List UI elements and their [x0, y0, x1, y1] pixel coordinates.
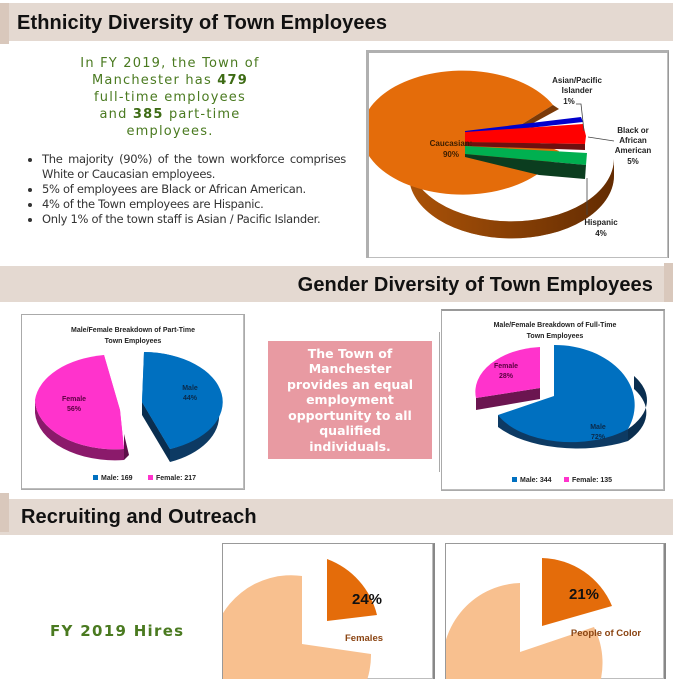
full-time-gender-chart: Male/Female Breakdown of Full-Time Town … — [441, 309, 665, 491]
caucasian-value: 90% — [443, 150, 459, 159]
females-label: Females — [345, 633, 383, 644]
black-slice — [465, 124, 586, 144]
female-value: 56% — [67, 406, 82, 413]
chart-title-line-1: Male/Female Breakdown of Full-Time — [494, 322, 617, 329]
asian-label-2: Islander — [562, 86, 593, 95]
people-of-color-label: People of Color — [571, 628, 642, 639]
chart-title-line-2: Town Employees — [105, 338, 162, 345]
hispanic-slice — [465, 146, 587, 165]
fy2019-hires-label: FY 2019 Hires — [50, 622, 185, 640]
recruiting-section-title: Recruiting and Outreach — [21, 506, 257, 528]
black-label-2: African — [619, 136, 647, 145]
intro-text: part-time — [163, 107, 241, 122]
gender-section-title: Gender Diversity of Town Employees — [297, 274, 653, 296]
intro-line-3: full-time employees — [94, 90, 246, 105]
gender-section-header: Gender Diversity of Town Employees — [0, 263, 673, 302]
other-slice — [442, 583, 603, 684]
legend-female-swatch — [564, 477, 569, 482]
intro-line-5: employees. — [126, 124, 214, 139]
male-slice-side — [498, 415, 628, 449]
people-of-color-value: 21% — [569, 586, 599, 603]
legend-male: Male: 169 — [101, 475, 133, 482]
header-notch — [0, 3, 9, 44]
male-slice — [498, 344, 635, 443]
legend-female: Female: 135 — [572, 477, 612, 484]
females-slice — [327, 559, 377, 621]
male-label: Male — [590, 424, 606, 431]
hispanic-label: Hispanic — [584, 218, 618, 227]
chart-title-line-1: Male/Female Breakdown of Part-Time — [71, 327, 195, 334]
hires-people-of-color-chart: 21% People of Color — [442, 543, 666, 684]
female-slice-side — [35, 400, 124, 461]
black-label-3: American — [615, 146, 652, 155]
hires-females-chart: 24% Females — [211, 543, 435, 684]
full-time-pie-svg: Male/Female Breakdown of Full-Time Town … — [475, 322, 647, 484]
female-value: 28% — [499, 373, 514, 380]
part-time-pie-svg: Male/Female Breakdown of Part-Time Town … — [35, 327, 223, 482]
females-value: 24% — [352, 591, 382, 608]
intro-text: and — [99, 107, 133, 122]
intro-text: Manchester has — [91, 73, 218, 88]
callout-text: The Town of Manchester provides an equal… — [286, 345, 414, 454]
ethnicity-bullet-list: The majority (90%) of the town workforce… — [24, 152, 346, 227]
female-label: Female — [494, 363, 518, 370]
male-label: Male — [182, 385, 198, 392]
hispanic-value: 4% — [595, 229, 607, 238]
legend-male-swatch — [93, 475, 98, 480]
ethnicity-pie-chart: Caucasian: 90% Asian/Pacific Islander 1%… — [361, 50, 669, 258]
ethnicity-section-title: Ethnicity Diversity of Town Employees — [17, 12, 388, 34]
male-slice-side — [142, 402, 170, 462]
intro-line-1: In FY 2019, the Town of — [80, 56, 260, 71]
part-time-count: 385 — [132, 107, 164, 122]
female-slice — [475, 347, 540, 398]
employee-count-intro: In FY 2019, the Town of Manchester has 4… — [60, 55, 280, 140]
intro-line-4: and 385 part-time — [60, 106, 280, 123]
legend-male: Male: 344 — [520, 477, 552, 484]
ethnicity-section-header: Ethnicity Diversity of Town Employees — [0, 3, 673, 44]
caucasian-label: Caucasian: — [430, 139, 473, 148]
hires-poc-pie-svg: 21% People of Color — [442, 558, 642, 684]
full-time-count: 479 — [217, 73, 248, 88]
bullet-item: 4% of the Town employees are Hispanic. — [42, 197, 346, 212]
asian-label: Asian/Pacific — [552, 76, 602, 85]
other-slice — [211, 575, 372, 684]
female-label: Female — [62, 396, 86, 403]
male-value: 72% — [591, 434, 606, 441]
legend-female: Female: 217 — [156, 475, 196, 482]
header-notch — [0, 493, 9, 532]
people-of-color-slice — [542, 558, 612, 626]
black-value: 5% — [627, 157, 639, 166]
bullet-item: The majority (90%) of the town workforce… — [42, 152, 346, 182]
divider-line — [439, 332, 440, 472]
bullet-item: 5% of employees are Black or African Ame… — [42, 182, 346, 197]
bullet-item: Only 1% of the town staff is Asian / Pac… — [42, 212, 346, 227]
asian-value: 1% — [563, 97, 575, 106]
chart-title-line-2: Town Employees — [527, 333, 584, 340]
black-label: Black or — [617, 126, 649, 135]
female-slice-side — [476, 388, 540, 410]
equal-opportunity-callout: The Town of Manchester provides an equal… — [268, 341, 432, 459]
intro-line-2: Manchester has 479 — [60, 72, 280, 89]
hires-females-pie-svg: 24% Females — [211, 559, 383, 684]
legend-female-swatch — [148, 475, 153, 480]
male-value: 44% — [183, 395, 198, 402]
header-notch — [664, 263, 673, 302]
legend-male-swatch — [512, 477, 517, 482]
recruiting-section-header: Recruiting and Outreach — [0, 493, 673, 535]
part-time-gender-chart: Male/Female Breakdown of Part-Time Town … — [21, 314, 245, 490]
ethnicity-pie-svg: Caucasian: 90% Asian/Pacific Islander 1%… — [361, 70, 652, 239]
